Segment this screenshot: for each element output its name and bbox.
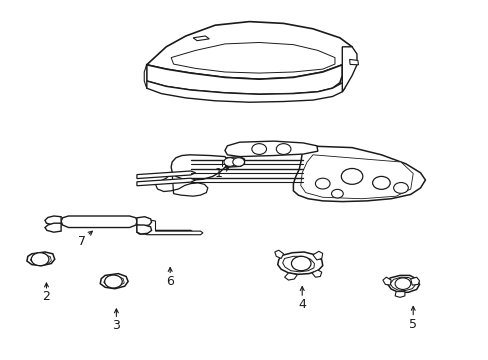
Circle shape (372, 176, 389, 189)
Circle shape (104, 275, 122, 288)
Polygon shape (277, 252, 322, 274)
Polygon shape (45, 216, 61, 225)
Polygon shape (100, 274, 128, 289)
Polygon shape (137, 225, 151, 234)
Polygon shape (394, 292, 404, 297)
Polygon shape (144, 65, 146, 88)
Polygon shape (311, 270, 321, 277)
Circle shape (31, 253, 49, 266)
Text: 6: 6 (166, 275, 174, 288)
Polygon shape (224, 141, 317, 157)
Polygon shape (282, 256, 314, 272)
Polygon shape (27, 252, 55, 266)
Polygon shape (293, 146, 425, 202)
Text: 3: 3 (112, 319, 120, 332)
Text: 4: 4 (298, 298, 305, 311)
Circle shape (315, 178, 329, 189)
Polygon shape (274, 250, 283, 258)
Polygon shape (342, 47, 356, 92)
Text: 7: 7 (78, 235, 86, 248)
Polygon shape (387, 275, 419, 292)
Polygon shape (410, 277, 419, 285)
Text: 2: 2 (42, 291, 50, 303)
Polygon shape (45, 223, 61, 232)
Text: 5: 5 (408, 318, 416, 330)
Polygon shape (137, 178, 195, 186)
Polygon shape (349, 59, 358, 65)
Circle shape (394, 278, 410, 289)
Circle shape (276, 144, 290, 154)
Polygon shape (219, 157, 244, 167)
Polygon shape (134, 220, 193, 234)
Polygon shape (30, 255, 51, 265)
Polygon shape (146, 22, 351, 79)
Circle shape (341, 168, 362, 184)
Polygon shape (103, 276, 124, 286)
Polygon shape (61, 216, 137, 228)
Polygon shape (284, 273, 297, 280)
Polygon shape (171, 42, 334, 73)
Polygon shape (146, 81, 344, 102)
Circle shape (232, 158, 244, 166)
Polygon shape (137, 171, 195, 179)
Polygon shape (312, 251, 322, 260)
Circle shape (251, 144, 266, 154)
Polygon shape (155, 173, 207, 196)
Polygon shape (146, 65, 342, 94)
Circle shape (224, 158, 235, 166)
Circle shape (393, 183, 407, 193)
Polygon shape (389, 277, 414, 291)
Polygon shape (171, 155, 227, 180)
Text: 1: 1 (215, 167, 223, 180)
Polygon shape (144, 220, 203, 235)
Circle shape (331, 189, 343, 198)
Circle shape (291, 256, 310, 271)
Polygon shape (137, 217, 151, 226)
Polygon shape (300, 155, 412, 199)
Polygon shape (193, 36, 209, 41)
Polygon shape (382, 277, 390, 285)
